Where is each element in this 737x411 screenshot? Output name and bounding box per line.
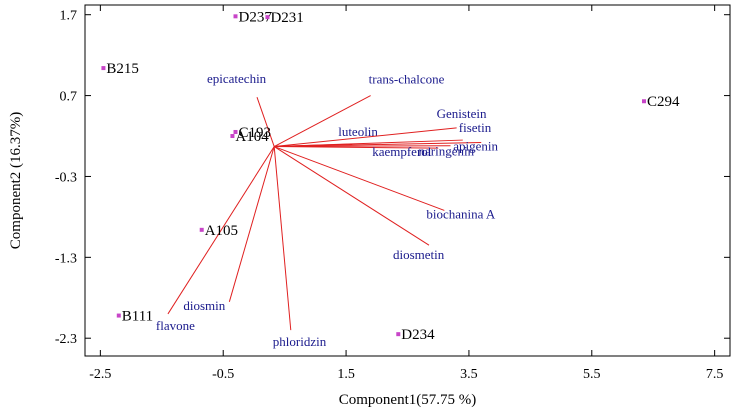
vector-label: biochanina A xyxy=(426,206,496,221)
vector-label: kaempferol xyxy=(372,144,432,159)
y-tick-label: -1.3 xyxy=(55,251,77,266)
x-tick-label: 5.5 xyxy=(583,367,601,382)
x-axis-title: Component1(57.75 %) xyxy=(339,392,476,408)
vector-label: apigenin xyxy=(453,138,498,153)
x-tick-label: 7.5 xyxy=(706,367,724,382)
vector-line-diosmin xyxy=(228,146,275,302)
vector-label: phloridzin xyxy=(273,334,327,349)
score-point-label: A105 xyxy=(205,223,238,239)
vector-line-genistein xyxy=(274,127,457,148)
loading-vectors: epicatechin trans-chalcone luteolin Geniste… xyxy=(156,71,499,349)
score-point-marker xyxy=(396,332,401,337)
vector-line-diosmetin xyxy=(273,146,430,246)
score-point-marker xyxy=(199,227,204,232)
vector-label: luteolin xyxy=(338,124,378,139)
score-point-marker xyxy=(230,134,235,139)
vector-line-flavone xyxy=(167,146,275,315)
y-tick-label: -0.3 xyxy=(55,170,77,185)
y-axis-ticks: 1.7 0.7 -0.3 -1.3 -2.3 xyxy=(55,9,730,347)
score-point-marker xyxy=(265,15,270,20)
vector-label: diosmin xyxy=(183,298,225,313)
score-point-marker xyxy=(116,313,121,318)
score-point-label: C193 xyxy=(239,125,272,141)
vector-label: Genistein xyxy=(437,106,487,121)
score-point-marker xyxy=(233,14,238,19)
vector-label: fisetin xyxy=(459,120,492,135)
x-tick-label: 3.5 xyxy=(460,367,478,382)
vector-label: diosmetin xyxy=(393,247,445,262)
score-point-label: D231 xyxy=(270,10,303,26)
y-tick-label: -2.3 xyxy=(55,332,77,347)
plot-frame xyxy=(84,4,731,357)
vector-label: epicatechin xyxy=(207,71,267,86)
vector-line-trans-chalcone xyxy=(273,95,371,147)
y-axis-title: Component2 (16.37%) xyxy=(8,112,24,249)
vector-line-biochanina-a xyxy=(274,146,445,211)
score-point-label: D237 xyxy=(239,9,273,25)
score-point-marker xyxy=(101,66,106,71)
score-point-label: A104 xyxy=(235,129,269,145)
score-point-label: D234 xyxy=(401,327,435,343)
x-tick-label: -2.5 xyxy=(89,367,111,382)
x-axis-ticks: -2.5 -0.5 1.5 3.5 5.5 7.5 xyxy=(89,5,723,382)
vector-label: naringenin xyxy=(419,144,475,159)
vector-label: flavone xyxy=(156,318,195,333)
score-point-label: C294 xyxy=(647,94,680,110)
score-point-label: B111 xyxy=(122,309,153,325)
y-tick-label: 1.7 xyxy=(60,9,78,24)
vector-label: trans-chalcone xyxy=(369,72,445,87)
score-point-label: B215 xyxy=(106,61,139,77)
x-tick-label: -0.5 xyxy=(212,367,234,382)
y-tick-label: 0.7 xyxy=(60,90,78,105)
score-point-marker xyxy=(642,99,646,104)
score-point-marker xyxy=(233,129,238,134)
x-tick-label: 1.5 xyxy=(337,367,355,382)
vector-line-phloridzin xyxy=(273,146,292,331)
vector-line-apigenin xyxy=(274,141,482,148)
vector-line-epicatechin xyxy=(256,97,275,147)
